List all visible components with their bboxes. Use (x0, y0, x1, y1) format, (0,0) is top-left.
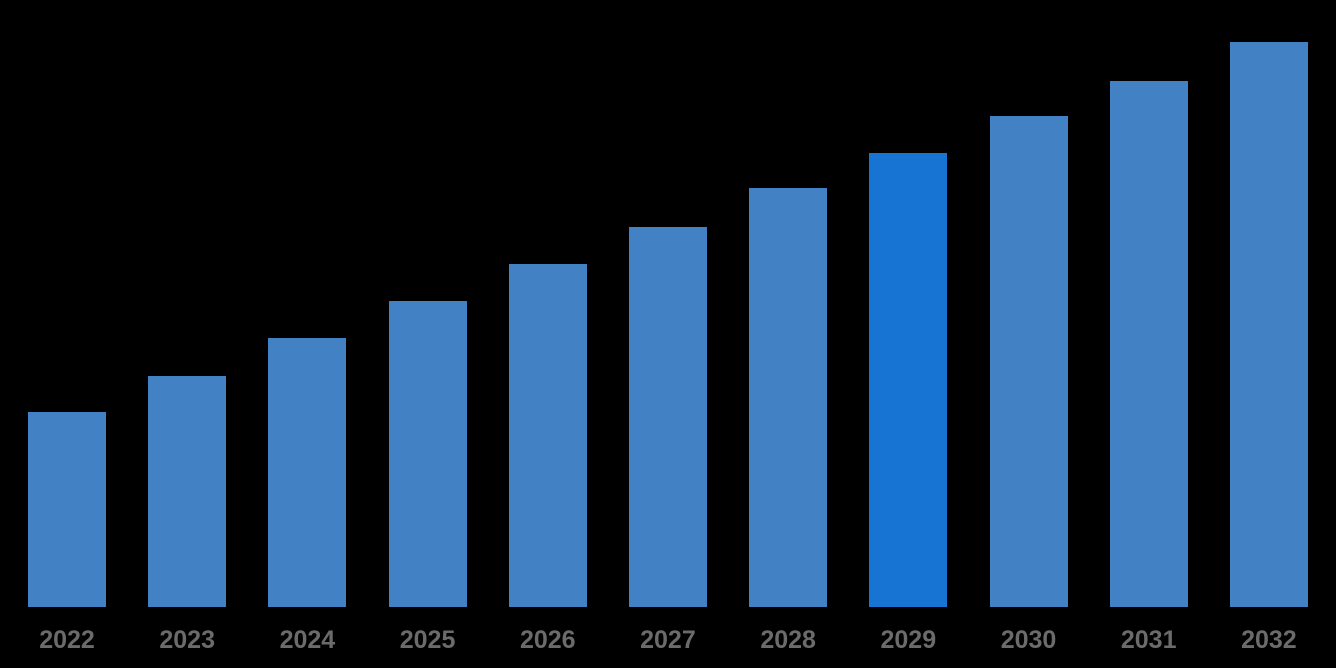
bar-2024 (268, 338, 347, 607)
bar-2030 (989, 116, 1068, 607)
bar-2029 (869, 153, 948, 607)
x-axis-label: 2025 (399, 626, 456, 654)
plot-area (28, 0, 1308, 607)
bar-2031 (1109, 81, 1188, 607)
bar-2027 (628, 227, 707, 607)
x-axis-label: 2022 (39, 626, 95, 654)
bar-2028 (749, 188, 828, 607)
x-axis: 2022 2023 2024 2025 2026 2027 2028 2029 2030 2031… (28, 628, 1308, 653)
bar-2025 (388, 301, 467, 607)
x-axis-label: 2029 (880, 626, 937, 654)
x-axis-label: 2030 (1000, 626, 1057, 654)
bar-2022 (28, 412, 106, 607)
x-axis-label: 2024 (279, 626, 336, 654)
x-axis-label: 2032 (1241, 626, 1297, 654)
x-axis-label: 2023 (159, 626, 215, 654)
x-axis-label: 2026 (519, 626, 576, 654)
bar-2023 (148, 376, 227, 607)
x-axis-label: 2027 (640, 626, 696, 654)
x-axis-label: 2028 (760, 626, 816, 654)
bar-2032 (1229, 42, 1308, 607)
x-axis-label: 2031 (1120, 626, 1177, 654)
bar-2026 (508, 264, 587, 607)
